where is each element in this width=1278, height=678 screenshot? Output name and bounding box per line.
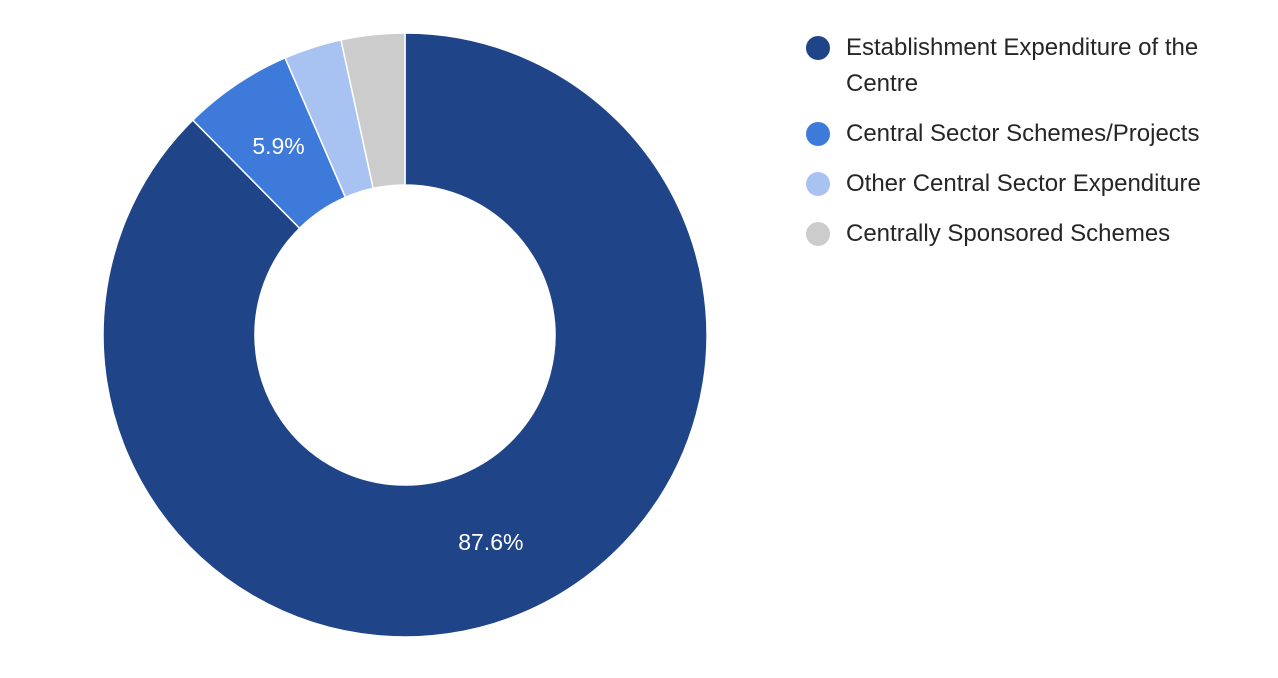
legend-item-3: Other Central Sector Expenditure bbox=[806, 166, 1246, 202]
legend-swatch-1 bbox=[806, 36, 830, 60]
legend-label-4: Centrally Sponsored Schemes bbox=[846, 220, 1171, 247]
legend-label-2: Central Sector Schemes/Projects bbox=[846, 120, 1200, 147]
legend-label-1: Establishment Expenditure of the Centre bbox=[846, 34, 1199, 97]
slice-label-2: 5.9% bbox=[252, 133, 304, 159]
slice-4 bbox=[340, 32, 406, 190]
legend-item-4: Centrally Sponsored Schemes bbox=[806, 216, 1246, 252]
slice-1 bbox=[102, 32, 708, 638]
legend-swatch-3 bbox=[806, 172, 830, 196]
legend: Establishment Expenditure of the Centre C… bbox=[806, 30, 1246, 266]
slice-label-1: 87.6% bbox=[458, 529, 523, 555]
legend-swatch-4 bbox=[806, 222, 830, 246]
legend-item-2: Central Sector Schemes/Projects bbox=[806, 116, 1246, 152]
donut-slices bbox=[102, 32, 708, 638]
legend-swatch-2 bbox=[806, 122, 830, 146]
legend-label-3: Other Central Sector Expenditure bbox=[846, 170, 1201, 197]
legend-item-1: Establishment Expenditure of the Centre bbox=[806, 30, 1246, 102]
slice-labels: 87.6% 5.9% bbox=[252, 133, 523, 555]
